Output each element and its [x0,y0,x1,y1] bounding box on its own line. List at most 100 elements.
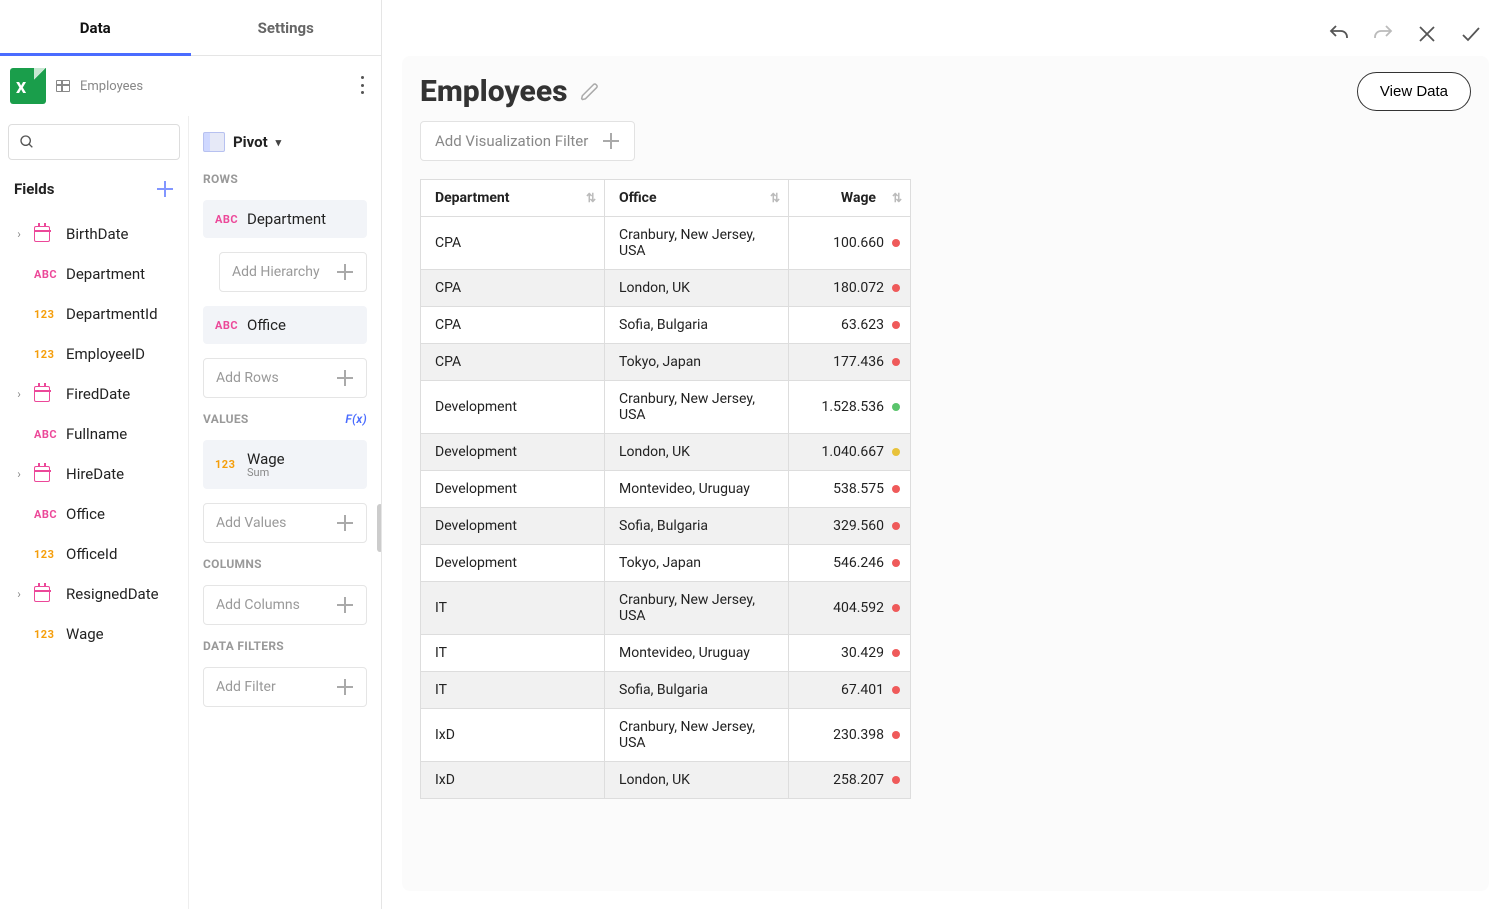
table-row[interactable]: IxDCranbury, New Jersey, USA230.398 [421,709,911,762]
field-item-departmentid[interactable]: ›123DepartmentId [8,294,180,334]
cell-wage: 404.592 [789,582,911,635]
add-columns-slot[interactable]: Add Columns [203,585,367,625]
confirm-button[interactable] [1459,22,1483,46]
cell-wage: 546.246 [789,545,911,582]
cell-office: London, UK [605,434,789,471]
table-row[interactable]: CPASofia, Bulgaria63.623 [421,307,911,344]
wage-value: 30.429 [841,645,884,661]
column-header-office[interactable]: Office ⇅ [605,180,789,217]
field-item-office[interactable]: ›ABCOffice [8,494,180,534]
visualization-card: Employees View Data Add Visualization Fi… [402,56,1489,891]
table-row[interactable]: IxDLondon, UK258.207 [421,762,911,799]
edit-title-button[interactable] [580,82,600,102]
sort-icon: ⇅ [586,191,596,205]
field-item-birthdate[interactable]: ›BirthDate [8,214,180,254]
cell-office: Cranbury, New Jersey, USA [605,217,789,270]
wage-value: 404.592 [833,600,884,616]
field-label: BirthDate [66,225,128,243]
add-values-slot[interactable]: Add Values [203,503,367,543]
field-label: ResignedDate [66,585,159,603]
add-filter-slot[interactable]: Add Filter [203,667,367,707]
wage-value: 329.560 [833,518,884,534]
cell-wage: 1.040.667 [789,434,911,471]
table-row[interactable]: DevelopmentMontevideo, Uruguay538.575 [421,471,911,508]
table-row[interactable]: CPALondon, UK180.072 [421,270,911,307]
field-item-employeeid[interactable]: ›123EmployeeID [8,334,180,374]
field-item-department[interactable]: ›ABCDepartment [8,254,180,294]
cell-department: CPA [421,270,605,307]
cell-department: Development [421,471,605,508]
fx-button[interactable]: F(x) [345,412,367,426]
cell-wage: 67.401 [789,672,911,709]
field-item-fullname[interactable]: ›ABCFullname [8,414,180,454]
table-row[interactable]: ITSofia, Bulgaria67.401 [421,672,911,709]
slot-placeholder: Add Hierarchy [232,264,320,280]
add-hierarchy-slot[interactable]: Add Hierarchy [219,252,367,292]
add-visualization-filter-button[interactable]: Add Visualization Filter [420,121,635,161]
date-type-icon [34,586,50,602]
slot-placeholder: Add Rows [216,370,279,386]
cell-department: CPA [421,344,605,381]
field-label: Department [66,265,145,283]
table-row[interactable]: ITMontevideo, Uruguay 30.429 [421,635,911,672]
tab-settings[interactable]: Settings [191,0,382,55]
field-label: FiredDate [66,385,130,403]
cell-department: IxD [421,709,605,762]
value-chip-wage[interactable]: 123 Wage Sum [203,440,367,489]
visualization-type-dropdown[interactable]: Pivot ▾ [203,130,367,158]
values-label-text: VALUES [203,412,249,426]
column-header-department[interactable]: Department ⇅ [421,180,605,217]
column-header-wage[interactable]: Wage ⇅ [789,180,911,217]
sort-icon: ⇅ [892,191,902,205]
cell-department: CPA [421,217,605,270]
row-chip-department[interactable]: ABC Department [203,200,367,238]
status-dot [892,284,900,292]
add-rows-slot[interactable]: Add Rows [203,358,367,398]
abc-type-icon: ABC [34,268,56,281]
cell-office: London, UK [605,762,789,799]
slot-placeholder: Add Filter [216,679,276,695]
add-field-button[interactable] [156,180,174,198]
field-item-wage[interactable]: ›123Wage [8,614,180,654]
cell-office: Cranbury, New Jersey, USA [605,582,789,635]
status-dot [892,485,900,493]
search-input[interactable] [8,124,180,160]
plus-icon [336,596,354,614]
grid-wrap[interactable]: Department ⇅ Office ⇅ Wage ⇅ [420,179,1471,799]
close-button[interactable] [1415,22,1439,46]
field-item-fireddate[interactable]: ›FiredDate [8,374,180,414]
date-type-icon [34,466,50,482]
table-row[interactable]: ITCranbury, New Jersey, USA404.592 [421,582,911,635]
cell-department: IT [421,635,605,672]
status-dot [892,522,900,530]
cell-department: CPA [421,307,605,344]
row-chip-office[interactable]: ABC Office [203,306,367,344]
number-type-icon: 123 [34,548,56,561]
status-dot [892,321,900,329]
cell-office: Cranbury, New Jersey, USA [605,381,789,434]
status-dot [892,403,900,411]
undo-button[interactable] [1327,22,1351,46]
table-row[interactable]: DevelopmentLondon, UK1.040.667 [421,434,911,471]
field-item-resigneddate[interactable]: ›ResignedDate [8,574,180,614]
view-data-button[interactable]: View Data [1357,72,1471,111]
table-row[interactable]: DevelopmentSofia, Bulgaria329.560 [421,508,911,545]
field-label: Wage [66,625,104,643]
table-icon [56,80,70,92]
cell-office: Montevideo, Uruguay [605,635,789,672]
source-menu-button[interactable] [361,76,365,94]
table-row[interactable]: CPATokyo, Japan177.436 [421,344,911,381]
tabs: Data Settings [0,0,381,56]
tab-data[interactable]: Data [0,0,191,55]
table-row[interactable]: DevelopmentCranbury, New Jersey, USA1.52… [421,381,911,434]
field-item-officeid[interactable]: ›123OfficeId [8,534,180,574]
cell-wage: 1.528.536 [789,381,911,434]
status-dot [892,731,900,739]
scrollbar[interactable] [377,504,381,552]
chevron-down-icon: ▾ [276,136,282,149]
table-row[interactable]: CPACranbury, New Jersey, USA100.660 [421,217,911,270]
field-item-hiredate[interactable]: ›HireDate [8,454,180,494]
table-row[interactable]: DevelopmentTokyo, Japan546.246 [421,545,911,582]
redo-button[interactable] [1371,22,1395,46]
header-label: Wage [803,190,896,206]
